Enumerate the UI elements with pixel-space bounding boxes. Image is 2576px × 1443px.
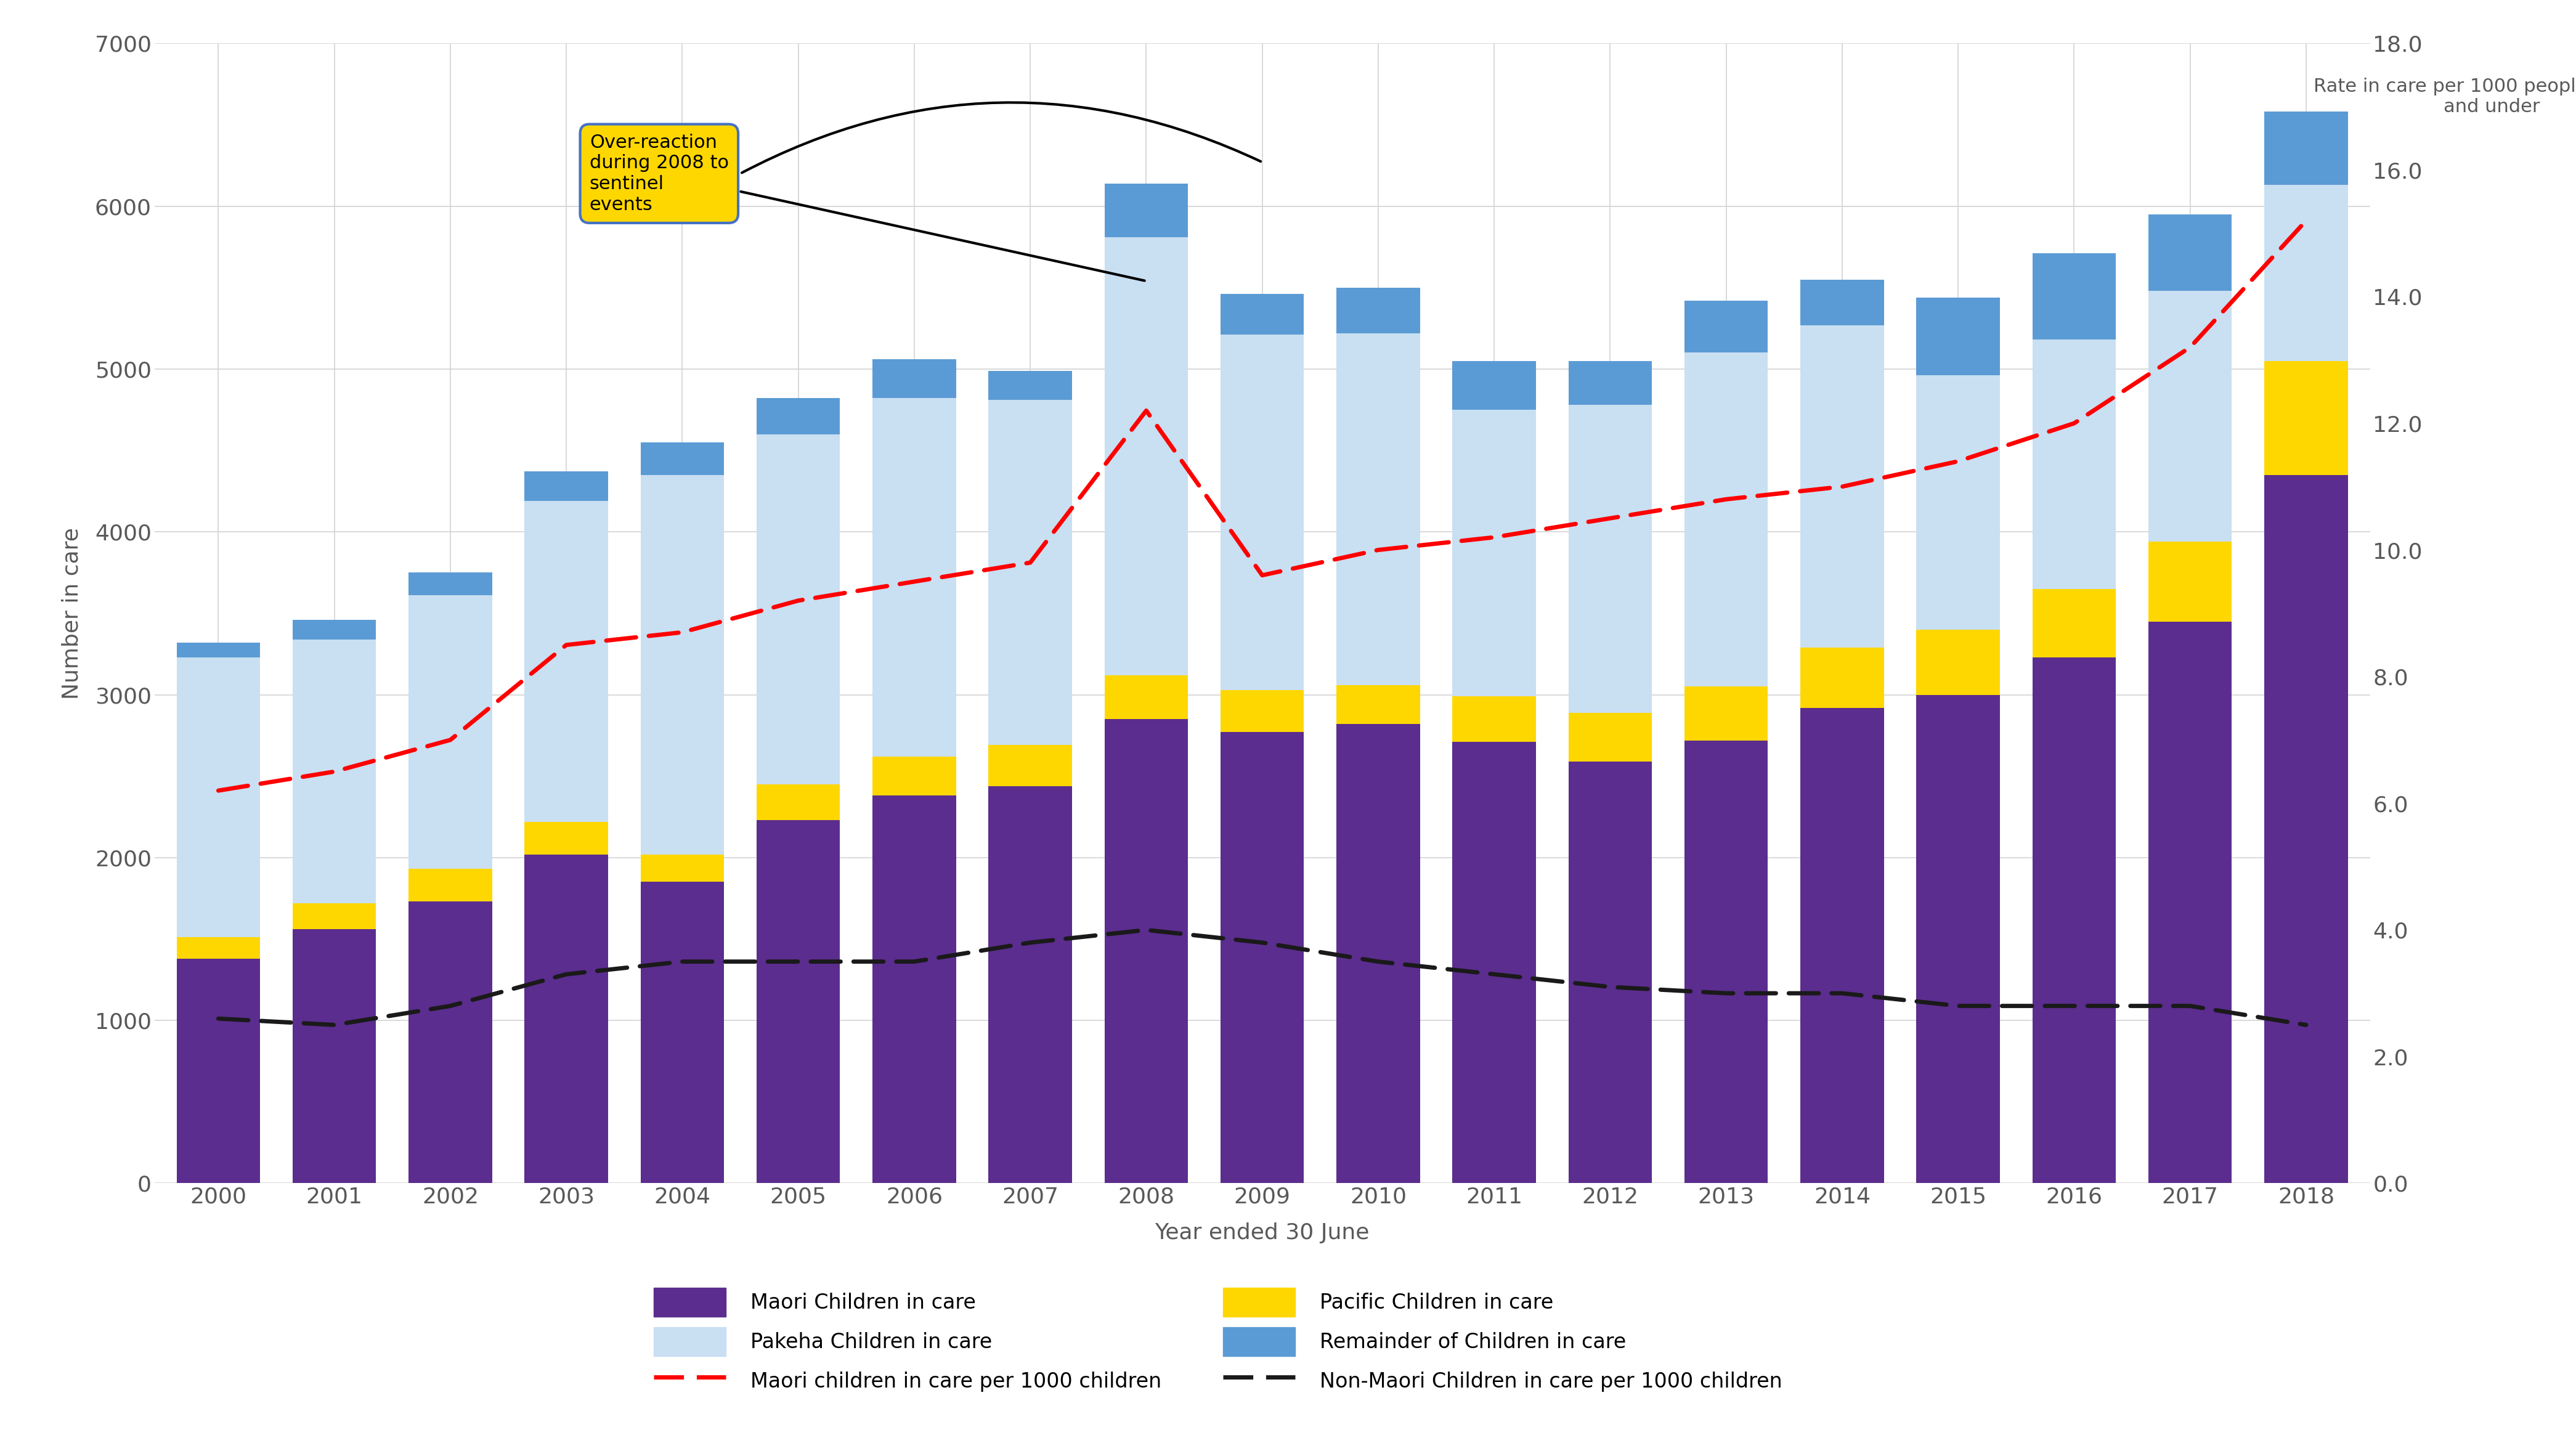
Bar (1337, 333, 1419, 685)
Bar (1917, 297, 1999, 375)
Bar (1105, 183, 1188, 237)
Bar (1685, 740, 1767, 1183)
Bar (1453, 697, 1535, 742)
Bar (294, 929, 376, 1183)
Bar (989, 786, 1072, 1183)
Bar (2264, 475, 2347, 1183)
Bar (1569, 361, 1651, 405)
Bar (757, 785, 840, 820)
Bar (526, 501, 608, 821)
Bar (1337, 287, 1419, 333)
Bar (294, 903, 376, 929)
Bar (873, 398, 956, 756)
Bar (526, 821, 608, 854)
Bar (1221, 690, 1303, 732)
Bar (178, 657, 260, 938)
Bar (1917, 629, 1999, 694)
Bar (873, 756, 956, 795)
Bar (2032, 254, 2115, 339)
Bar (757, 398, 840, 434)
Legend: Maori Children in care, Pakeha Children in care, Maori children in care per 1000: Maori Children in care, Pakeha Children … (654, 1287, 1783, 1395)
Bar (526, 854, 608, 1183)
Bar (1801, 648, 1883, 707)
Bar (2148, 622, 2231, 1183)
Bar (989, 371, 1072, 400)
Bar (1105, 237, 1188, 675)
Bar (1685, 352, 1767, 687)
Text: Rate in care per 1000 people aged 16
and under: Rate in care per 1000 people aged 16 and… (2313, 78, 2576, 115)
Bar (641, 854, 724, 882)
Bar (1453, 742, 1535, 1183)
Bar (410, 596, 492, 869)
Bar (641, 882, 724, 1183)
Bar (1685, 300, 1767, 352)
Bar (1801, 325, 1883, 648)
Bar (1453, 361, 1535, 410)
Bar (294, 639, 376, 903)
Bar (873, 795, 956, 1183)
Bar (641, 475, 724, 854)
Bar (1105, 719, 1188, 1183)
Bar (1569, 713, 1651, 762)
Bar (410, 902, 492, 1183)
Bar (2148, 215, 2231, 291)
Bar (1221, 294, 1303, 335)
Bar (410, 869, 492, 902)
Bar (1105, 675, 1188, 719)
Bar (1337, 724, 1419, 1183)
Bar (526, 472, 608, 501)
Bar (1801, 707, 1883, 1183)
Bar (757, 820, 840, 1183)
Bar (2264, 185, 2347, 361)
Bar (1337, 685, 1419, 724)
Bar (1917, 375, 1999, 629)
Text: Over-reaction
during 2008 to
sentinel
events: Over-reaction during 2008 to sentinel ev… (590, 134, 1144, 281)
Bar (641, 442, 724, 475)
Bar (1569, 405, 1651, 713)
Bar (1685, 687, 1767, 740)
Bar (989, 400, 1072, 745)
Bar (2032, 657, 2115, 1183)
Bar (2148, 541, 2231, 622)
Bar (178, 958, 260, 1183)
Bar (1221, 335, 1303, 690)
Bar (1801, 280, 1883, 325)
Bar (1569, 762, 1651, 1183)
Bar (1453, 410, 1535, 697)
Bar (2148, 291, 2231, 541)
Bar (2264, 111, 2347, 185)
Y-axis label: Number in care: Number in care (62, 527, 82, 700)
Bar (2032, 589, 2115, 657)
Bar (294, 620, 376, 639)
Bar (2264, 361, 2347, 475)
Bar (989, 745, 1072, 786)
Bar (1221, 732, 1303, 1183)
Bar (178, 642, 260, 657)
Bar (178, 938, 260, 958)
X-axis label: Year ended 30 June: Year ended 30 June (1154, 1222, 1370, 1244)
Bar (1917, 694, 1999, 1183)
Bar (873, 359, 956, 398)
Bar (757, 434, 840, 785)
Bar (2032, 339, 2115, 589)
Bar (410, 573, 492, 596)
